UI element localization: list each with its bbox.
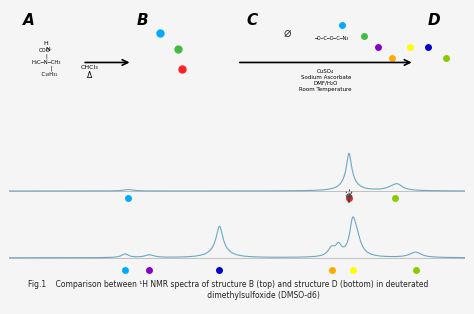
Text: D: D	[428, 14, 441, 28]
Text: C: C	[246, 14, 257, 28]
Text: Δ: Δ	[86, 71, 92, 80]
Text: ⌀: ⌀	[283, 27, 291, 40]
Text: A: A	[23, 14, 35, 28]
Text: B: B	[137, 14, 148, 28]
Text: Fig.1    Comparison between ¹H NMR spectra of structure B (top) and structure D : Fig.1 Comparison between ¹H NMR spectra …	[27, 280, 428, 300]
Text: COO⁻
|
H₃C─N─CH₃
       |
    C₁₈H₃₁: COO⁻ | H₃C─N─CH₃ | C₁₈H₃₁	[31, 48, 61, 77]
Text: CuSO₄
Sodium Ascorbate
DMF/H₂O
Room Temperature: CuSO₄ Sodium Ascorbate DMF/H₂O Room Temp…	[300, 69, 352, 91]
Text: H
  N: H N	[42, 41, 50, 52]
Text: ─O─C─O─C─N₃: ─O─C─O─C─N₃	[314, 36, 349, 41]
Text: ○ ring: ○ ring	[174, 49, 190, 54]
Text: CHCl₃: CHCl₃	[80, 65, 98, 70]
